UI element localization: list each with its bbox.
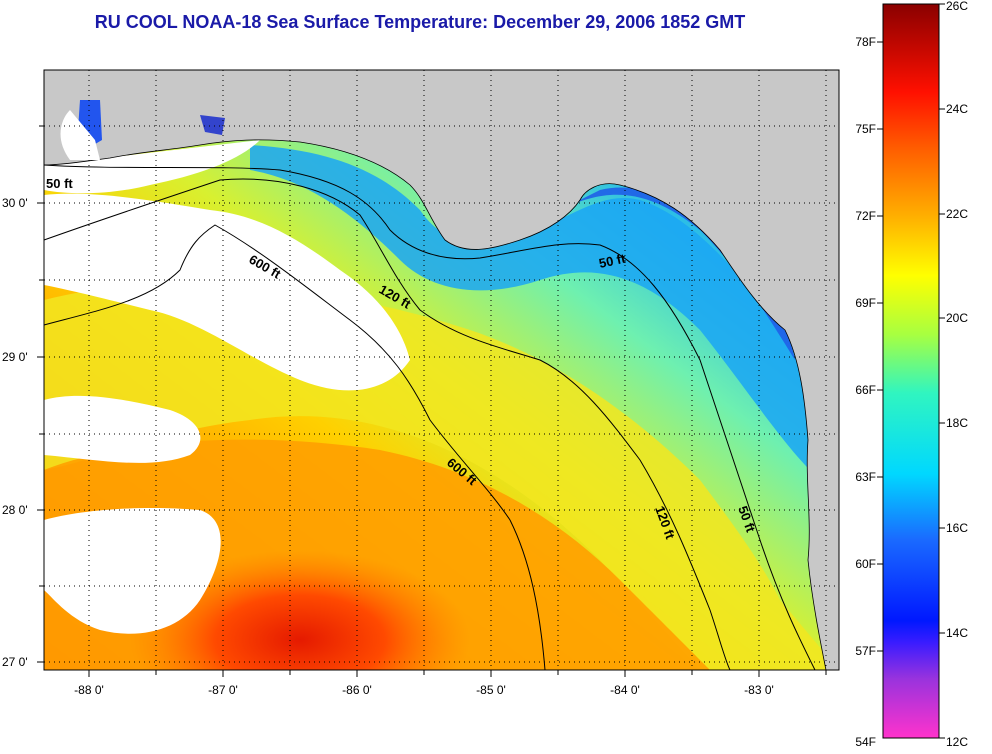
colorbar-f-label: 78F [855,35,876,49]
colorbar-f-label: 60F [855,557,876,571]
cloud-patch-mid [44,395,201,463]
colorbar-f-label: 57F [855,644,876,658]
colorbar-f-label: 75F [855,122,876,136]
sst-cold-nearshore [250,145,812,470]
contour-label-50ft-bigbend: 50 ft [598,251,628,271]
colorbar-f-label: 63F [855,470,876,484]
cloud-patch-west [44,193,410,391]
contour-600ft [43,224,546,671]
colorbar-f-label: 72F [855,209,876,223]
colorbar-f-label: 54F [855,735,876,749]
sst-warm-core [130,550,470,670]
lon-tick-label: -85 0' [476,683,506,697]
cloud-patch-coast [44,140,260,194]
lat-tick-label: 30 0' [2,196,28,210]
map-title: RU COOL NOAA-18 Sea Surface Temperature:… [94,12,746,32]
colorbar-c-label: 26C [946,0,968,13]
bay-water-3 [60,110,100,160]
colorbar [882,3,940,739]
colorbar-c-label: 16C [946,521,968,535]
sst-yellow-band [44,283,839,670]
lon-tick-label: -87 0' [208,683,238,697]
lat-tick-label: 28 0' [2,503,28,517]
colorbar-c-label: 14C [946,626,968,640]
bay-water-2 [200,115,225,135]
lon-tick-label: -86 0' [342,683,372,697]
colorbar-f-label: 69F [855,296,876,310]
lon-tick-label: -84 0' [610,683,640,697]
colorbar-c-label: 12C [946,735,968,749]
colorbar-c-label: 18C [946,416,968,430]
colorbar-c-label: 24C [946,102,968,116]
cloud-patch-sw [44,508,221,634]
map-frame [43,69,840,671]
colorbar-c-label: 20C [946,311,968,325]
colorbar-c-label: 22C [946,207,968,221]
lon-tick-label: -88 0' [74,683,104,697]
lat-tick-label: 27 0' [2,655,28,669]
contour-120ft [43,178,731,671]
colorbar-f-label: 66F [855,383,876,397]
contour-label-50ft-west: 50 ft [46,176,73,191]
lat-tick-label: 29 0' [2,350,28,364]
lon-tick-label: -83 0' [744,683,774,697]
